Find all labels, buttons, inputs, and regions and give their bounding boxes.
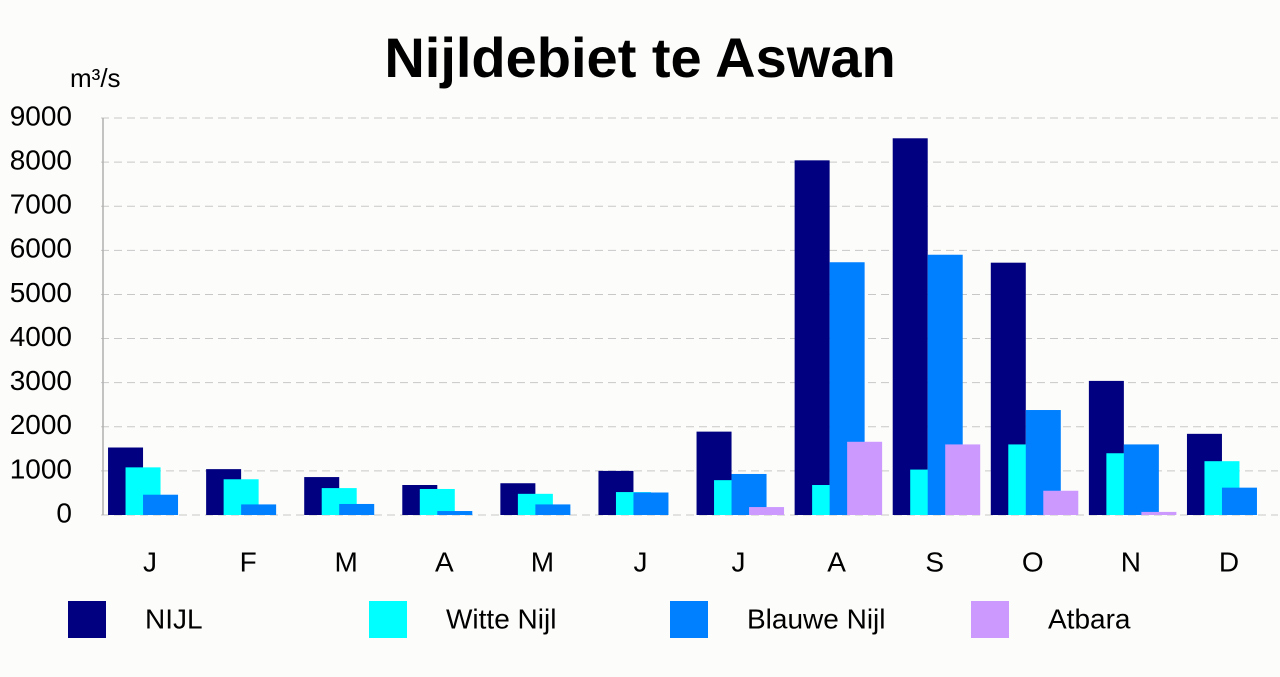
x-tick-label: N: [1121, 546, 1141, 577]
bar: [1141, 511, 1177, 515]
x-tick-label: O: [1022, 546, 1044, 577]
x-tick-label: M: [531, 546, 554, 577]
bar: [847, 441, 883, 515]
legend-label: Witte Nijl: [446, 603, 556, 634]
y-tick-label: 3000: [10, 365, 72, 396]
y-tick-label: 7000: [10, 189, 72, 220]
bar: [1221, 487, 1257, 515]
x-tick-label: D: [1219, 546, 1239, 577]
bar: [437, 511, 473, 515]
bar: [1043, 490, 1079, 515]
x-tick-label: J: [732, 546, 746, 577]
legend-label: NIJL: [145, 603, 203, 634]
bar: [419, 488, 455, 515]
y-tick-label: 0: [56, 497, 72, 528]
x-tick-label: F: [240, 546, 257, 577]
x-tick-label: J: [633, 546, 647, 577]
y-axis-label: m³/s: [70, 63, 121, 93]
legend-swatch: [670, 601, 708, 638]
legend-label: Atbara: [1048, 603, 1131, 634]
bar: [945, 444, 981, 515]
x-tick-label: A: [435, 546, 454, 577]
bar: [749, 507, 785, 515]
legend-label: Blauwe Nijl: [747, 603, 886, 634]
y-tick-label: 9000: [10, 100, 72, 131]
bar: [339, 503, 375, 515]
y-tick-label: 5000: [10, 277, 72, 308]
chart-title: Nijldebiet te Aswan: [384, 26, 895, 89]
bar: [633, 492, 669, 515]
y-tick-label: 2000: [10, 409, 72, 440]
legend-swatch: [971, 601, 1009, 638]
y-tick-label: 4000: [10, 321, 72, 352]
bar: [241, 504, 277, 515]
x-tick-label: J: [143, 546, 157, 577]
x-tick-label: A: [827, 546, 846, 577]
x-tick-label: M: [335, 546, 358, 577]
bar: [1123, 444, 1159, 515]
legend-swatch: [68, 601, 106, 638]
y-tick-label: 1000: [10, 453, 72, 484]
bar: [794, 160, 830, 515]
y-tick-label: 6000: [10, 233, 72, 264]
bar: [143, 494, 179, 515]
bar: [535, 504, 571, 515]
bar: [892, 138, 928, 515]
x-tick-label: S: [925, 546, 944, 577]
legend-swatch: [369, 601, 407, 638]
y-tick-label: 8000: [10, 145, 72, 176]
